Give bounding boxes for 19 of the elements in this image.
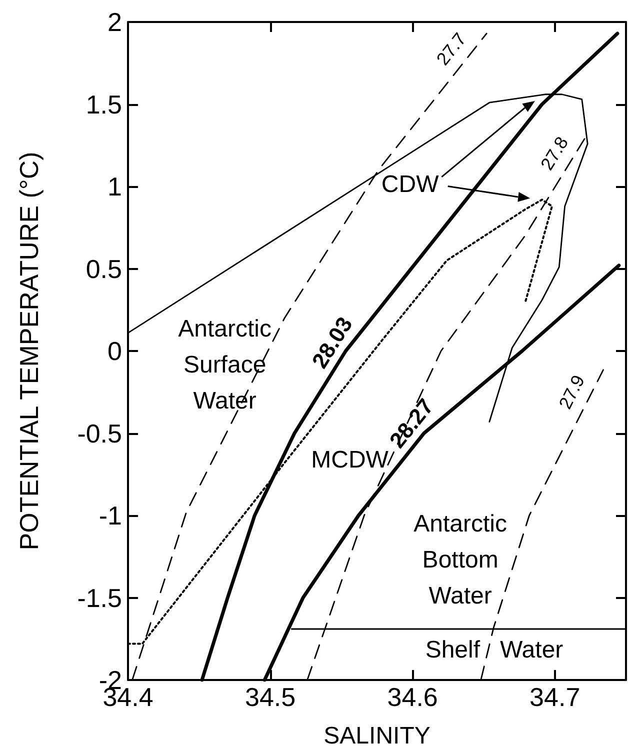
y-tick-label: -0.5: [77, 418, 122, 448]
annotation: Antarctic Surface Water: [178, 315, 272, 414]
x-tick-label: 34.7: [530, 682, 580, 712]
annotation: MCDW: [311, 446, 389, 474]
x-tick-label: 34.6: [387, 682, 438, 712]
y-tick-label: 1.5: [86, 89, 122, 120]
y-tick-label: 0.5: [86, 254, 122, 284]
y-tick-label: 0: [108, 336, 122, 366]
x-tick-label: 34.5: [244, 682, 296, 712]
y-tick-label: 2: [108, 7, 122, 37]
y-tick-label: -1.5: [77, 582, 122, 613]
annotation: Shelf Water: [425, 636, 564, 664]
y-axis-title: POTENTIAL TEMPERATURE (°C): [14, 152, 44, 550]
y-tick-label: 1: [108, 172, 122, 202]
text: 27.9: [554, 372, 589, 412]
y-tick-label: -1: [98, 500, 122, 530]
annotation: Antarctic Bottom Water: [414, 510, 508, 610]
x-axis-title: SALINITY: [324, 722, 430, 750]
annotation: CDW: [381, 171, 440, 198]
